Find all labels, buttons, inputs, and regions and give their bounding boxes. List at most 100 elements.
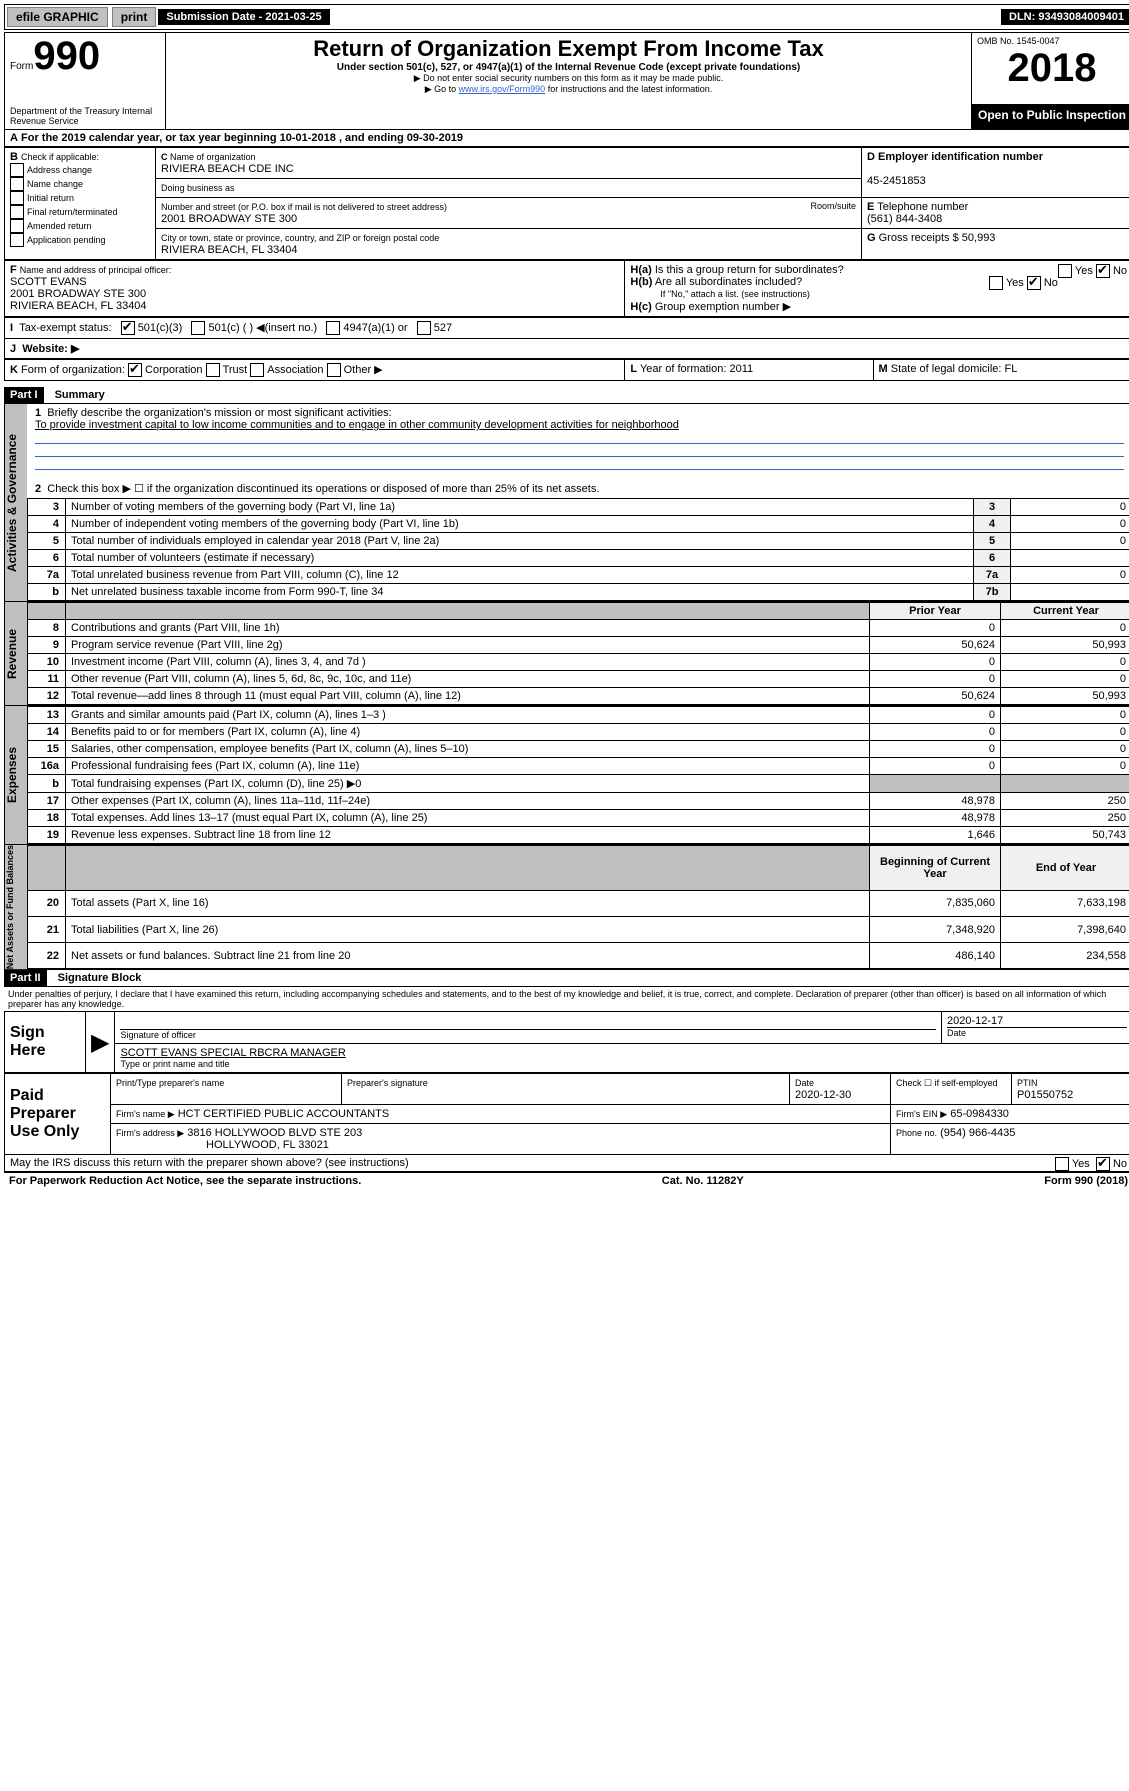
paid-preparer-label: Paid Preparer Use Only	[5, 1074, 111, 1155]
line5-text: Total number of individuals employed in …	[66, 533, 974, 550]
form-subtitle: Under section 501(c), 527, or 4947(a)(1)…	[171, 62, 966, 73]
initial-return-checkbox[interactable]	[10, 191, 24, 205]
efile-button[interactable]: efile GRAPHIC	[7, 7, 108, 27]
self-employed-label: Check ☐ if self-employed	[896, 1078, 998, 1088]
line20-text: Total assets (Part X, line 16)	[66, 890, 870, 916]
part-ii-title: Signature Block	[50, 972, 142, 984]
gross-receipts: 50,993	[962, 232, 996, 244]
discuss-yes-checkbox[interactable]	[1055, 1157, 1069, 1171]
527-checkbox[interactable]	[417, 321, 431, 335]
tax-year: 2018	[977, 46, 1127, 91]
other-checkbox[interactable]	[327, 363, 341, 377]
vert-governance: Activities & Governance	[5, 404, 27, 601]
vert-revenue: Revenue	[5, 602, 27, 705]
corp-checkbox[interactable]	[128, 363, 142, 377]
line6-text: Total number of volunteers (estimate if …	[66, 550, 974, 567]
501c-checkbox[interactable]	[191, 321, 205, 335]
firm-phone-label: Phone no.	[896, 1128, 937, 1138]
sign-block: Sign Here ▶ Signature of officer 2020-12…	[4, 1011, 1129, 1073]
cat-no: Cat. No. 11282Y	[662, 1175, 744, 1187]
q2-text: Check this box ▶ ☐ if the organization d…	[47, 483, 599, 495]
submission-date: Submission Date - 2021-03-25	[158, 9, 329, 25]
ha-label: Is this a group return for subordinates?	[655, 264, 844, 276]
ha-yes-checkbox[interactable]	[1058, 264, 1072, 278]
ha-no-checkbox[interactable]	[1096, 264, 1110, 278]
hb-yes-checkbox[interactable]	[989, 276, 1003, 290]
discuss-no-checkbox[interactable]	[1096, 1157, 1110, 1171]
city-state-zip: RIVIERA BEACH, FL 33404	[161, 244, 298, 256]
addr-label: Number and street (or P.O. box if mail i…	[161, 202, 447, 212]
line15-text: Salaries, other compensation, employee b…	[66, 741, 870, 758]
box-c-name-label: Name of organization	[170, 152, 256, 162]
box-e-label: Telephone number	[877, 201, 968, 213]
line22-text: Net assets or fund balances. Subtract li…	[66, 943, 870, 969]
room-label: Room/suite	[810, 201, 856, 211]
open-inspection: Open to Public Inspection	[972, 105, 1129, 130]
assoc-checkbox[interactable]	[250, 363, 264, 377]
501c3-checkbox[interactable]	[121, 321, 135, 335]
firm-ein: 65-0984330	[950, 1108, 1009, 1120]
prep-sig-label: Preparer's signature	[347, 1078, 428, 1088]
period-line-a: A For the 2019 calendar year, or tax yea…	[4, 130, 1129, 147]
box-g-label: Gross receipts $	[879, 232, 959, 244]
city-label: City or town, state or province, country…	[161, 233, 439, 243]
4947-checkbox[interactable]	[326, 321, 340, 335]
officer-name: SCOTT EVANS	[10, 276, 87, 288]
part-i-title: Summary	[47, 389, 105, 401]
part-i-header: Part I	[4, 387, 44, 403]
header-grid: Form990 Department of the Treasury Inter…	[4, 32, 1129, 130]
firm-ein-label: Firm's EIN ▶	[896, 1109, 947, 1119]
line7b-val	[1011, 584, 1129, 601]
hb-label: Are all subordinates included?	[655, 276, 802, 288]
prep-date: 2020-12-30	[795, 1089, 851, 1101]
end-year-head: End of Year	[1001, 846, 1129, 891]
firm-name: HCT CERTIFIED PUBLIC ACCOUNTANTS	[178, 1108, 389, 1120]
omb-number: OMB No. 1545-0047	[977, 36, 1127, 46]
line11-text: Other revenue (Part VIII, column (A), li…	[66, 671, 870, 688]
amended-return-checkbox[interactable]	[10, 219, 24, 233]
begin-year-head: Beginning of Current Year	[870, 846, 1001, 891]
print-button[interactable]: print	[112, 7, 157, 27]
final-return-checkbox[interactable]	[10, 205, 24, 219]
state-domicile: FL	[1005, 363, 1018, 375]
trust-checkbox[interactable]	[206, 363, 220, 377]
line4-text: Number of independent voting members of …	[66, 516, 974, 533]
line7b-text: Net unrelated business taxable income fr…	[66, 584, 974, 601]
form990-link[interactable]: www.irs.gov/Form990	[459, 84, 546, 94]
dept-treasury: Department of the Treasury Internal Reve…	[10, 106, 160, 126]
current-year-head: Current Year	[1001, 603, 1129, 620]
box-f-label: Name and address of principal officer:	[20, 265, 171, 275]
box-i-label: Tax-exempt status:	[19, 322, 111, 334]
line17-text: Other expenses (Part IX, column (A), lin…	[66, 793, 870, 810]
discuss-line: May the IRS discuss this return with the…	[4, 1155, 1129, 1172]
line10-text: Investment income (Part VIII, column (A)…	[66, 654, 870, 671]
prep-print-label: Print/Type preparer's name	[116, 1078, 224, 1088]
line3-val: 0	[1011, 499, 1129, 516]
officer-print-name: SCOTT EVANS SPECIAL RBCRA MANAGER	[120, 1047, 345, 1059]
hb-note: If "No," attach a list. (see instruction…	[630, 289, 809, 299]
form-note1: ▶ Do not enter social security numbers o…	[171, 73, 966, 84]
mission-text: To provide investment capital to low inc…	[35, 419, 679, 431]
ptin-label: PTIN	[1017, 1078, 1038, 1088]
application-pending-checkbox[interactable]	[10, 233, 24, 247]
print-name-label: Type or print name and title	[120, 1059, 1127, 1069]
line5-val: 0	[1011, 533, 1129, 550]
name-change-checkbox[interactable]	[10, 177, 24, 191]
firm-addr2: HOLLYWOOD, FL 33021	[116, 1139, 329, 1151]
line13-text: Grants and similar amounts paid (Part IX…	[66, 707, 870, 724]
form-no-footer: Form 990 (2018)	[1044, 1175, 1128, 1187]
footer-bar: For Paperwork Reduction Act Notice, see …	[4, 1172, 1129, 1189]
telephone: (561) 844-3408	[867, 213, 942, 225]
line8-text: Contributions and grants (Part VIII, lin…	[66, 620, 870, 637]
address-change-checkbox[interactable]	[10, 163, 24, 177]
line7a-val: 0	[1011, 567, 1129, 584]
prep-date-label: Date	[795, 1078, 814, 1088]
q1-label: Briefly describe the organization's miss…	[47, 407, 391, 419]
officer-addr2: RIVIERA BEACH, FL 33404	[10, 300, 147, 312]
top-bar: efile GRAPHIC print Submission Date - 20…	[4, 4, 1129, 30]
hb-no-checkbox[interactable]	[1027, 276, 1041, 290]
officer-addr1: 2001 BROADWAY STE 300	[10, 288, 146, 300]
prior-year-head: Prior Year	[870, 603, 1001, 620]
line3-text: Number of voting members of the governin…	[66, 499, 974, 516]
form-note2-prefix: ▶ Go to	[425, 84, 459, 94]
